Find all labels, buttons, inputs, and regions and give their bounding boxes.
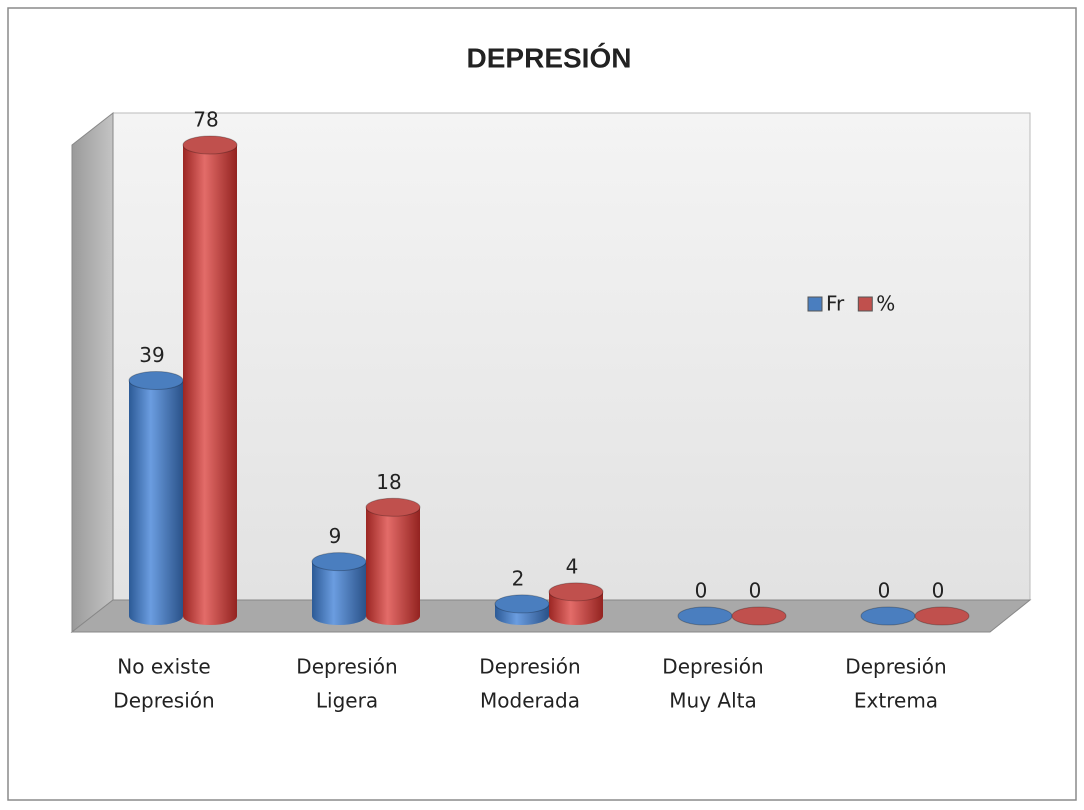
x-tick-label: Ligera bbox=[316, 689, 378, 713]
legend-swatch bbox=[807, 296, 823, 312]
x-tick-label: Depresión bbox=[662, 655, 763, 679]
x-tick-label: Depresión bbox=[113, 689, 214, 713]
x-tick-label: Depresión bbox=[479, 655, 580, 679]
bar-top bbox=[311, 552, 367, 572]
bar bbox=[365, 497, 421, 625]
side-wall bbox=[71, 111, 114, 634]
x-tick-label: No existe bbox=[117, 655, 210, 679]
bar bbox=[914, 606, 970, 626]
x-tick-label: Extrema bbox=[854, 689, 938, 713]
value-label: 0 bbox=[749, 579, 762, 603]
bar bbox=[731, 606, 787, 626]
value-label: 78 bbox=[193, 108, 218, 132]
legend-label: Fr bbox=[826, 292, 845, 316]
value-label: 18 bbox=[376, 470, 401, 494]
bar-body bbox=[312, 561, 366, 625]
value-label: 0 bbox=[695, 579, 708, 603]
x-tick-label: Depresión bbox=[296, 655, 397, 679]
chart-title: DEPRESIÓN bbox=[467, 42, 632, 73]
bar-body bbox=[549, 591, 603, 625]
value-label: 9 bbox=[329, 524, 342, 548]
bar-body bbox=[366, 507, 420, 625]
bar bbox=[128, 371, 184, 625]
x-tick-label: Moderada bbox=[480, 689, 580, 713]
legend-label: % bbox=[876, 292, 895, 316]
bar-top bbox=[677, 606, 733, 626]
bar bbox=[311, 552, 367, 625]
bar-body bbox=[129, 380, 183, 625]
x-tick-label: Muy Alta bbox=[669, 689, 756, 713]
bar-top bbox=[494, 594, 550, 614]
bar bbox=[494, 594, 550, 625]
value-label: 0 bbox=[932, 579, 945, 603]
legend-swatch bbox=[857, 296, 873, 312]
bar-top bbox=[731, 606, 787, 626]
x-tick-label: Depresión bbox=[845, 655, 946, 679]
bar-top bbox=[365, 497, 421, 517]
value-label: 39 bbox=[139, 343, 164, 367]
bar bbox=[677, 606, 733, 626]
bar bbox=[548, 582, 604, 625]
bar-top bbox=[182, 135, 238, 155]
value-label: 2 bbox=[512, 566, 525, 590]
bar-top bbox=[914, 606, 970, 626]
value-label: 0 bbox=[878, 579, 891, 603]
bar bbox=[182, 135, 238, 625]
bar-top bbox=[128, 371, 184, 390]
bar bbox=[860, 606, 916, 626]
back-wall bbox=[112, 112, 1031, 601]
bar-body bbox=[183, 145, 237, 625]
bar-top bbox=[548, 582, 604, 602]
bar-top bbox=[860, 606, 916, 626]
value-label: 4 bbox=[566, 554, 579, 578]
